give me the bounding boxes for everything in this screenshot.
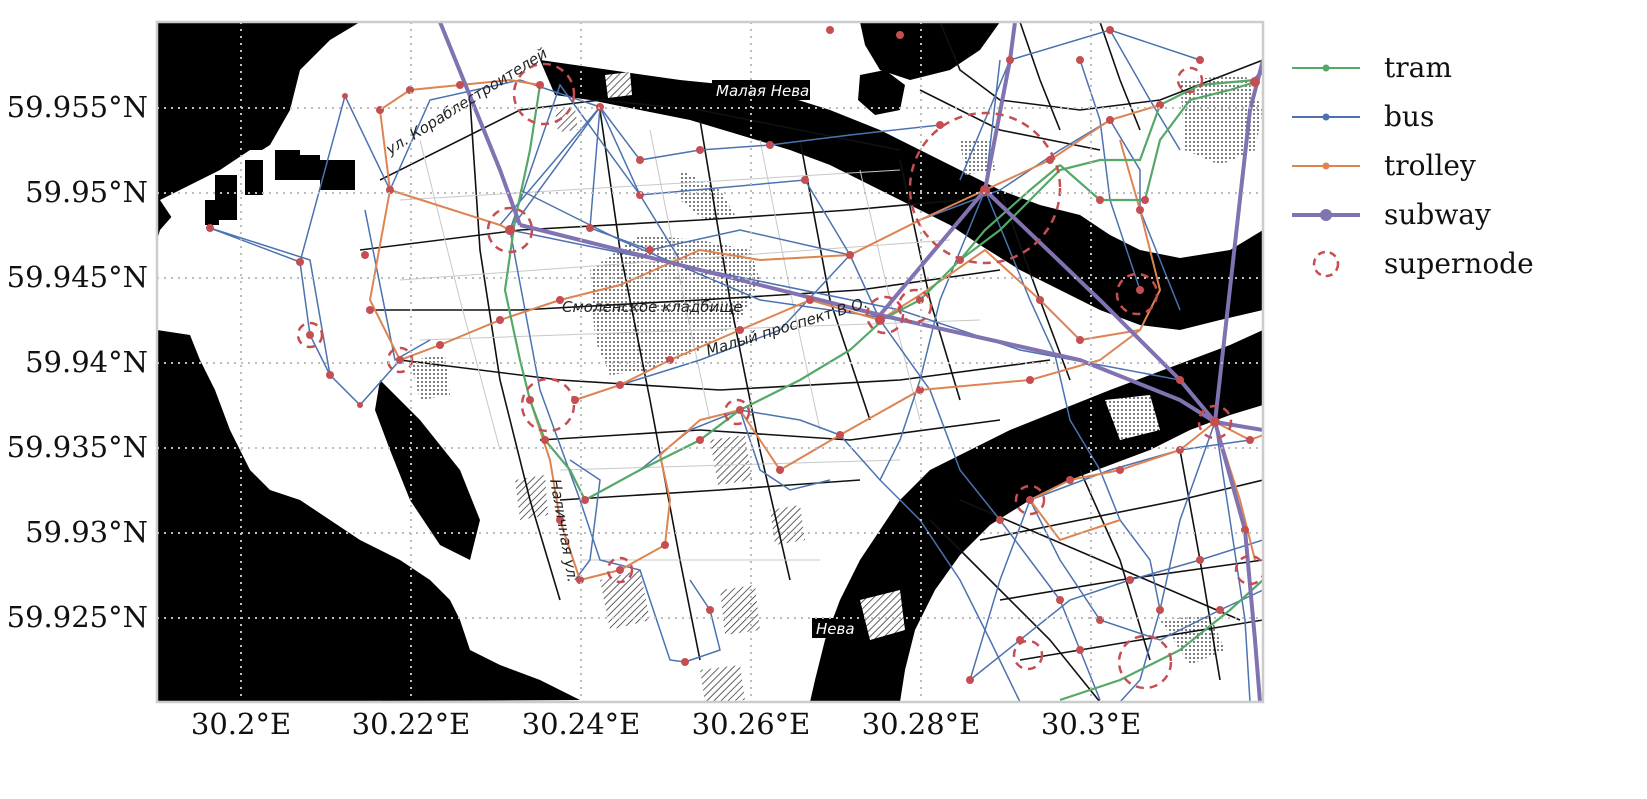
y-tick-label: 59.95°N (25, 175, 148, 209)
smolenskoe-cemetery-area (590, 235, 760, 375)
label-malaya-neva: Малая Нева (716, 82, 809, 100)
y-tick-label: 59.935°N (7, 430, 148, 464)
map-area: Малая Нева Нева Смоленское кладбище Малы… (157, 22, 1263, 702)
harbor-water (375, 380, 480, 560)
x-tick-label: 30.22°E (352, 707, 471, 741)
tram-network (503, 78, 1263, 702)
x-tick-label: 30.24°E (522, 707, 641, 741)
x-tick-label: 30.28°E (862, 707, 981, 741)
x-tick-label: 30.2°E (191, 707, 291, 741)
x-tick-label: 30.3°E (1041, 707, 1141, 741)
pier-buildings (205, 150, 355, 225)
legend-entry-supernode: supernode (1312, 247, 1534, 280)
legend: tram bus trolley subway supernode (1292, 51, 1534, 280)
pond-north (858, 70, 905, 115)
stop-markers (206, 26, 1260, 684)
malaya-neva-water (540, 60, 1263, 330)
legend-entry-trolley: trolley (1292, 149, 1476, 182)
gulf-water-west (157, 22, 360, 240)
legend-entry-tram: tram (1292, 51, 1452, 84)
label-neva: Нева (816, 620, 855, 638)
minor-streets (399, 129, 981, 561)
y-tick-label: 59.955°N (7, 90, 148, 124)
legend-entry-subway: subway (1292, 198, 1491, 231)
plot-frame (155, 20, 1265, 704)
label-smolenskoe: Смоленское кладбище (562, 298, 743, 316)
x-axis-ticks: 30.2°E 30.22°E 30.24°E 30.26°E 30.28°E 3… (191, 707, 1141, 741)
grid-lines (157, 22, 1263, 702)
legend-label-supernode: supernode (1384, 247, 1534, 280)
y-axis-ticks: 59.955°N 59.95°N 59.945°N 59.94°N 59.935… (7, 90, 148, 634)
legend-label-subway: subway (1384, 198, 1491, 231)
x-tick-label: 30.26°E (692, 707, 811, 741)
legend-entry-bus: bus (1292, 100, 1434, 133)
gulf-water-southwest (157, 330, 580, 702)
patterned-areas (410, 72, 1263, 702)
legend-label-bus: bus (1384, 100, 1434, 133)
y-tick-label: 59.945°N (7, 260, 148, 294)
legend-label-trolley: trolley (1384, 149, 1476, 182)
y-tick-label: 59.925°N (7, 600, 148, 634)
legend-label-tram: tram (1384, 51, 1452, 84)
y-tick-label: 59.93°N (25, 515, 148, 549)
northeast-water (860, 22, 1000, 80)
supernodes (296, 62, 1263, 690)
y-tick-label: 59.94°N (25, 345, 148, 379)
